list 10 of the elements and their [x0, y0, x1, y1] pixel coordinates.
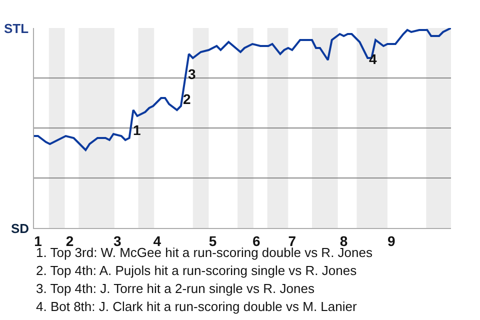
annotation: 2 — [183, 91, 191, 107]
text: SD — [11, 221, 30, 236]
text: 2. Top 4th: A. Pujols hit a run-scoring single vs R. Jones — [36, 263, 358, 278]
annotation: 1 — [133, 122, 141, 138]
text: 4. Bot 8th: J. Clark hit a run-scoring double vs M. Lanier — [36, 299, 358, 314]
text: 3. Top 4th: J. Torre hit a 2-run single vs R. Jones — [36, 281, 315, 296]
text: STL — [4, 21, 29, 36]
x-tick-label: 9 — [388, 232, 396, 249]
annotation: 3 — [188, 66, 196, 82]
annotation: 4 — [369, 51, 377, 67]
